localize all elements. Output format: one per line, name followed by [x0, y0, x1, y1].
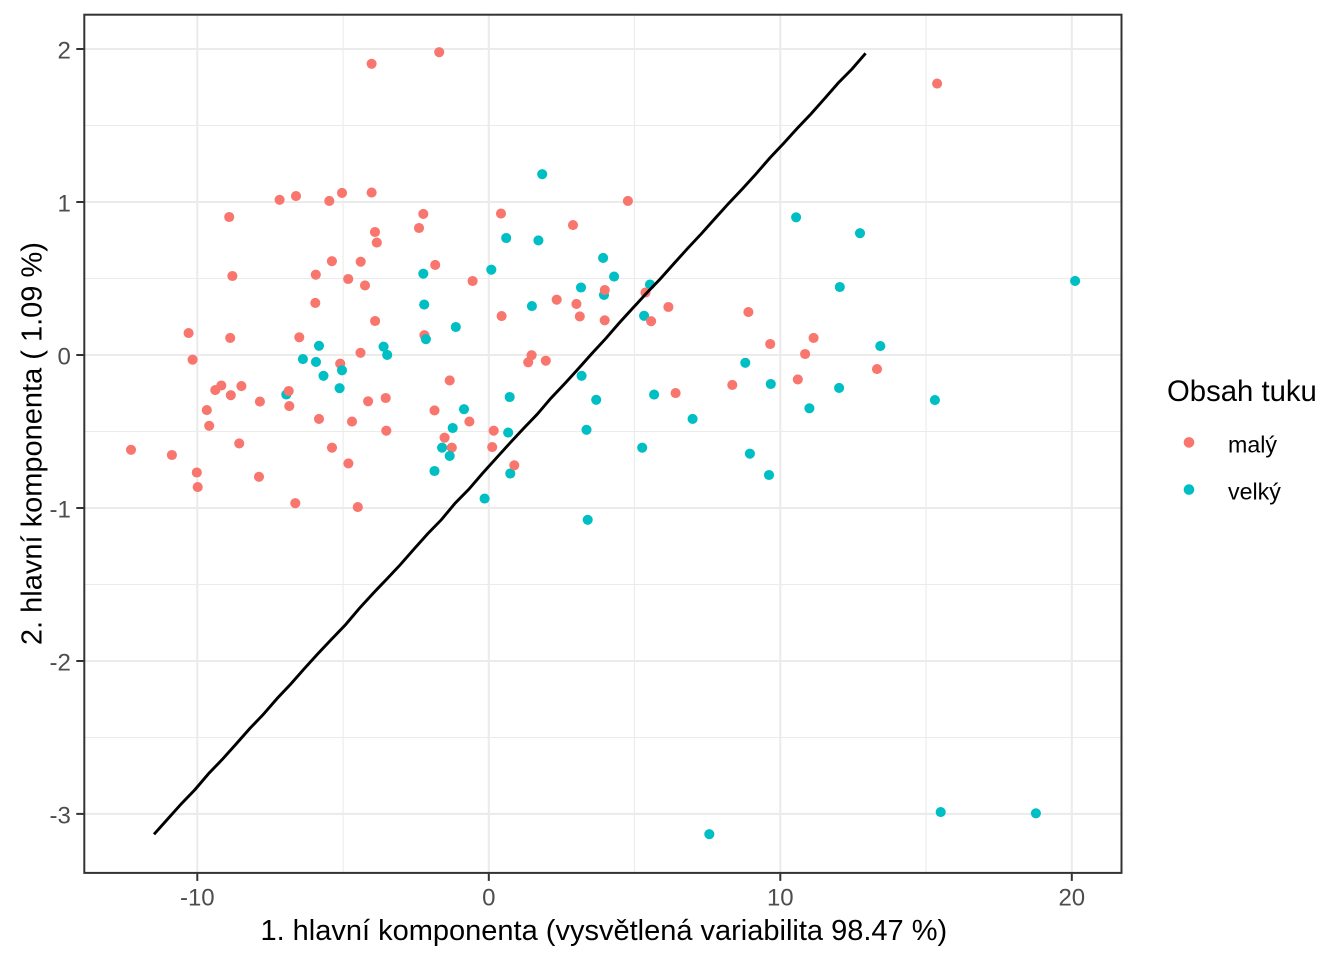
- svg-text:-1: -1: [49, 497, 70, 524]
- svg-text:-2: -2: [49, 650, 70, 677]
- svg-text:10: 10: [767, 885, 794, 912]
- svg-text:0: 0: [482, 885, 495, 912]
- svg-text:Obsah tuku: Obsah tuku: [1167, 375, 1317, 408]
- svg-text:1. hlavní komponenta (vysvětle: 1. hlavní komponenta (vysvětlená variabi…: [260, 915, 947, 947]
- svg-text:1: 1: [57, 191, 70, 218]
- svg-text:0: 0: [57, 344, 70, 371]
- svg-text:velký: velký: [1228, 479, 1281, 505]
- svg-text:-3: -3: [49, 803, 70, 830]
- svg-text:2: 2: [57, 38, 70, 65]
- svg-text:20: 20: [1058, 885, 1085, 912]
- svg-text:-10: -10: [180, 885, 215, 912]
- svg-text:malý: malý: [1228, 431, 1277, 457]
- svg-text:2. hlavní komponenta ( 1.09 %): 2. hlavní komponenta ( 1.09 %): [17, 242, 49, 645]
